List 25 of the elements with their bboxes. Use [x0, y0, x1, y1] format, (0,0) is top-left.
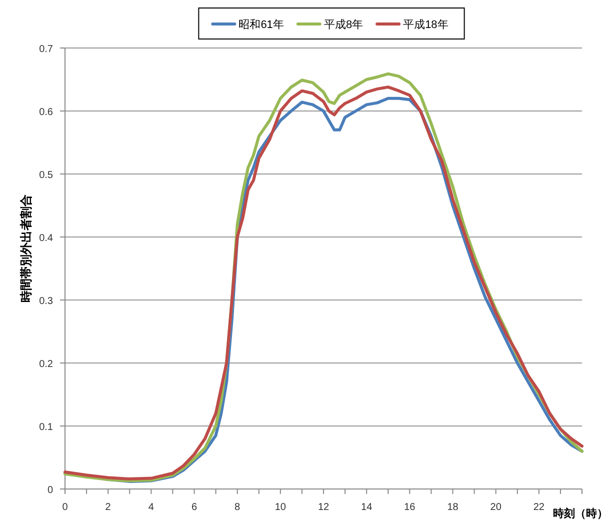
y-tick-label: 0.1 — [39, 422, 54, 433]
legend-label: 平成8年 — [324, 18, 364, 31]
y-tick-label: 0 — [47, 485, 54, 496]
legend-label: 昭和61年 — [238, 18, 284, 31]
x-tick-label: 8 — [234, 502, 241, 513]
legend-label: 平成18年 — [403, 18, 448, 31]
x-tick-label: 0 — [62, 502, 68, 513]
x-tick-label: 20 — [490, 502, 502, 513]
x-axis-title: 時刻（時） — [553, 507, 608, 520]
x-tick-label: 4 — [148, 502, 154, 513]
x-tick-label: 22 — [533, 502, 545, 513]
y-tick-label: 0.7 — [39, 44, 54, 55]
y-axis-title: 時間帯別外出者割合 — [19, 194, 33, 302]
x-tick-label: 18 — [447, 502, 459, 513]
y-tick-label: 0.6 — [39, 107, 54, 118]
x-tick-label: 14 — [361, 502, 373, 513]
y-tick-label: 0.2 — [39, 359, 54, 370]
x-tick-label: 12 — [318, 502, 330, 513]
x-tick-label: 16 — [404, 502, 416, 513]
y-tick-label: 0.5 — [39, 170, 54, 181]
y-tick-label: 0.4 — [39, 233, 54, 244]
x-tick-label: 2 — [105, 502, 112, 513]
y-tick-label: 0.3 — [39, 296, 54, 307]
x-tick-label: 6 — [191, 502, 198, 513]
x-tick-label: 10 — [274, 502, 286, 513]
